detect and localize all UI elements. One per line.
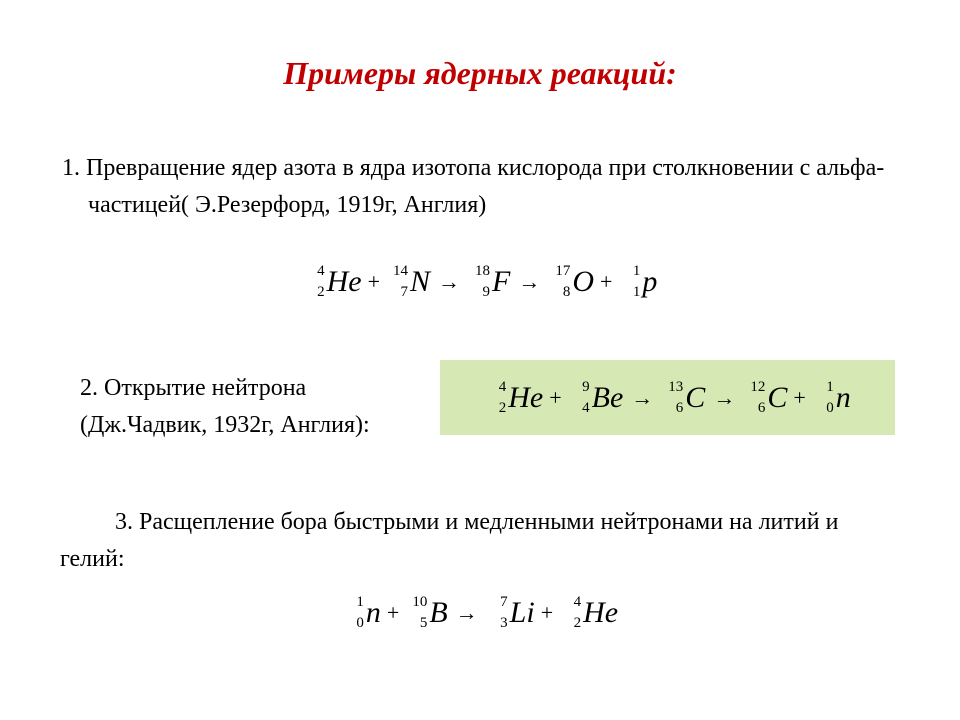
item3-body: 3. Расщепление бора быстрыми и медленным… <box>60 509 838 572</box>
formula-2-highlight-box: 42He+94Be→136C→126C+10n <box>440 360 895 435</box>
example-1-text: 1. Превращение ядер азота в ядра изотопа… <box>62 150 902 224</box>
item1-body: Превращение ядер азота в ядра изотопа ки… <box>86 155 884 218</box>
formula-1: 42He+147N→189F→178O+11p <box>0 265 960 299</box>
slide: Примеры ядерных реакций: 1. Превращение … <box>0 0 960 720</box>
item2-line1: 2. Открытие нейтрона <box>80 375 306 401</box>
slide-title: Примеры ядерных реакций: <box>0 55 960 92</box>
item1-number: 1. <box>62 155 80 181</box>
formula-2: 42He+94Be→136C→126C+10n <box>484 381 851 415</box>
item2-line2: (Дж.Чадвик, 1932г, Англия): <box>80 412 370 438</box>
example-2-text: 2. Открытие нейтрона (Дж.Чадвик, 1932г, … <box>80 370 430 444</box>
formula-3: 10n+105B→73Li+42He <box>0 596 960 630</box>
example-3-text: 3. Расщепление бора быстрыми и медленным… <box>60 504 900 578</box>
